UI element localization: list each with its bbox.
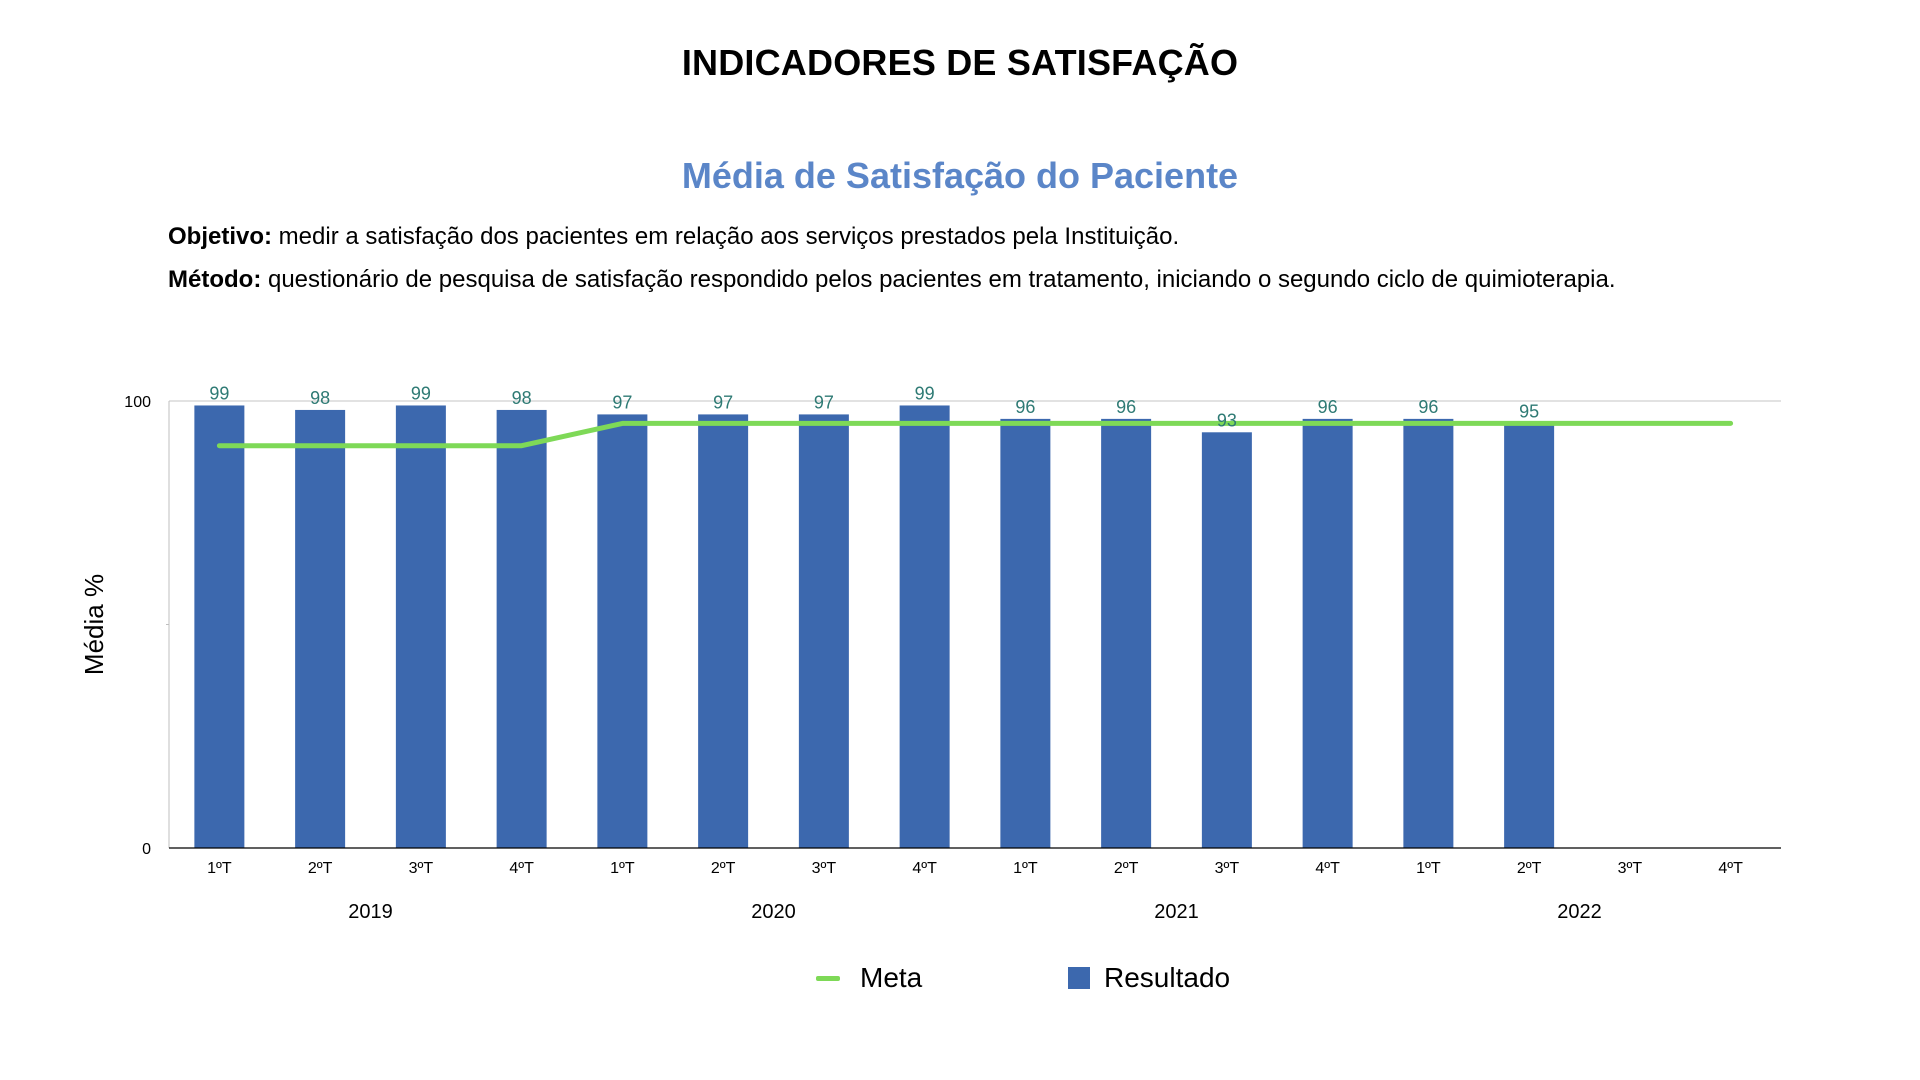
bar-data-label: 99 bbox=[209, 383, 229, 403]
legend-item-resultado: Resultado bbox=[1068, 962, 1230, 994]
x-tick-label: 1ºT bbox=[207, 860, 232, 877]
bar-data-label: 97 bbox=[814, 392, 834, 412]
method-line: Método: questionário de pesquisa de sati… bbox=[168, 266, 1616, 294]
meta-line bbox=[216, 420, 1734, 449]
method-label: Método: bbox=[168, 266, 262, 293]
bar-data-label: 96 bbox=[1116, 397, 1136, 417]
bars-layer bbox=[194, 405, 1555, 848]
bar-resultado bbox=[1302, 418, 1353, 848]
resultado-legend-swatch bbox=[1068, 967, 1090, 989]
y-tick-label: 0 bbox=[142, 841, 151, 858]
x-tick-label: 4ºT bbox=[1718, 860, 1743, 877]
x-tick-label: 3ºT bbox=[812, 860, 837, 877]
bar-resultado bbox=[295, 409, 346, 848]
bar-resultado bbox=[1403, 418, 1454, 848]
y-axis-title: Média % bbox=[79, 574, 109, 675]
chart-title: Média de Satisfação do Paciente bbox=[681, 155, 1239, 196]
x-tick-label: 2ºT bbox=[308, 860, 333, 877]
bar-resultado bbox=[597, 414, 648, 848]
x-tick-label: 3ºT bbox=[1215, 860, 1240, 877]
x-group-label: 2022 bbox=[1557, 901, 1602, 923]
bar-data-label: 95 bbox=[1519, 401, 1539, 421]
bar-resultado bbox=[496, 409, 547, 848]
bar-data-label: 97 bbox=[713, 392, 733, 412]
x-tick-label: 3ºT bbox=[1618, 860, 1643, 877]
bar-resultado bbox=[395, 405, 446, 848]
bar-resultado bbox=[194, 405, 245, 848]
bar-data-label: 93 bbox=[1217, 410, 1237, 430]
bar-resultado bbox=[1201, 432, 1252, 848]
bar-data-label: 98 bbox=[512, 388, 532, 408]
legend-label-resultado: Resultado bbox=[1104, 962, 1231, 993]
x-tick-label: 2ºT bbox=[711, 860, 736, 877]
bar-data-label: 98 bbox=[310, 388, 330, 408]
legend-item-meta: Meta bbox=[816, 962, 922, 994]
x-tick-label: 4ºT bbox=[509, 860, 534, 877]
x-group-label: 2021 bbox=[1154, 901, 1199, 923]
axis-layer: 0 100 Média % 1ºT 2ºT 3ºT 4ºT 1ºT 2ºT 3ºT 4ºT 1ºT 2º… bbox=[79, 394, 1781, 923]
bar-resultado bbox=[698, 414, 749, 848]
bar-data-label: 99 bbox=[915, 383, 935, 403]
x-tick-label: 1ºT bbox=[1416, 860, 1441, 877]
x-tick-label: 1ºT bbox=[1013, 860, 1038, 877]
bar-data-label: 99 bbox=[411, 383, 431, 403]
x-group-label: 2019 bbox=[348, 901, 393, 923]
method-text: questionário de pesquisa de satisfação r… bbox=[261, 266, 1616, 293]
bar-resultado bbox=[1101, 418, 1152, 848]
labels-layer: 99 98 99 98 97 97 97 99 96 96 93 96 96 95 bbox=[209, 383, 1539, 430]
bar-data-label: 96 bbox=[1418, 397, 1438, 417]
page-title: INDICADORES DE SATISFAÇÃO bbox=[681, 42, 1239, 83]
bar-data-label: 96 bbox=[1318, 397, 1338, 417]
objective-label: Objetivo: bbox=[168, 223, 273, 250]
x-tick-label: 3ºT bbox=[409, 860, 434, 877]
bar-resultado bbox=[798, 414, 849, 848]
bar-resultado bbox=[1504, 423, 1555, 848]
bar-data-label: 97 bbox=[612, 392, 632, 412]
objective-line: Objetivo: medir a satisfação dos pacient… bbox=[168, 223, 1179, 251]
legend-label-meta: Meta bbox=[860, 962, 923, 993]
meta-legend-swatch bbox=[816, 975, 840, 981]
bar-resultado bbox=[899, 405, 950, 848]
x-group-label: 2020 bbox=[751, 901, 796, 923]
x-tick-label: 1ºT bbox=[610, 860, 635, 877]
bar-data-label: 96 bbox=[1015, 397, 1035, 417]
x-tick-label: 2ºT bbox=[1114, 860, 1139, 877]
objective-text: medir a satisfação dos pacientes em rela… bbox=[272, 223, 1180, 250]
bar-resultado bbox=[1000, 418, 1051, 848]
meta-line-layer bbox=[216, 420, 1734, 449]
x-tick-label: 4ºT bbox=[912, 860, 937, 877]
y-tick-label: 100 bbox=[124, 394, 151, 411]
x-tick-label: 2ºT bbox=[1517, 860, 1542, 877]
x-tick-label: 4ºT bbox=[1315, 860, 1340, 877]
